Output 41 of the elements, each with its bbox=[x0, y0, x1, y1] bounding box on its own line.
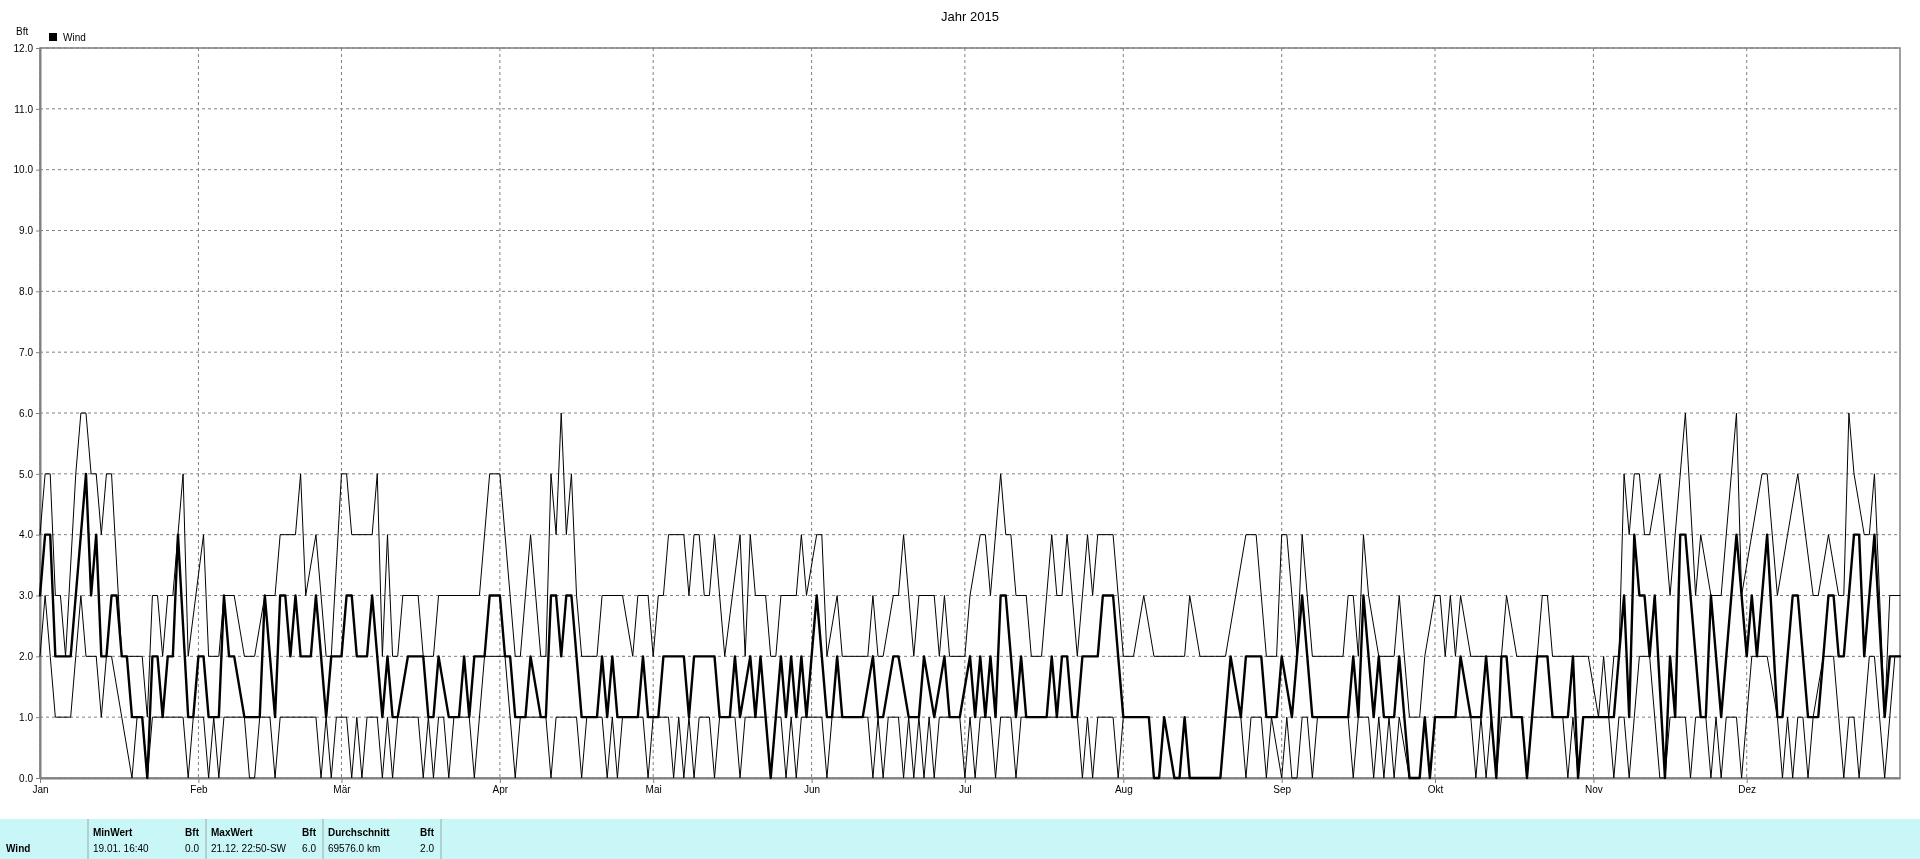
text: Bft bbox=[302, 827, 317, 838]
x-tick-label: Jun bbox=[804, 784, 821, 796]
y-tick-label: 3.0 bbox=[19, 590, 34, 602]
y-tick-label: 7.0 bbox=[19, 346, 34, 358]
x-tick-label: Feb bbox=[190, 784, 208, 796]
text: 0.0 bbox=[185, 843, 200, 854]
text: MinWert bbox=[93, 827, 133, 838]
y-tick-label: 1.0 bbox=[19, 711, 34, 723]
text: Durchschnitt bbox=[328, 827, 391, 838]
y-axis-title: Bft bbox=[16, 26, 29, 37]
x-tick-label: Nov bbox=[1585, 784, 1603, 796]
text: MaxWert bbox=[211, 827, 254, 838]
chart-title: Jahr 2015 bbox=[941, 9, 999, 24]
y-tick-label: 5.0 bbox=[19, 468, 34, 480]
x-tick-label: Okt bbox=[1427, 784, 1444, 796]
y-tick-label: 6.0 bbox=[19, 407, 34, 419]
y-tick-label: 12.0 bbox=[13, 42, 34, 54]
text: Bft bbox=[185, 827, 200, 838]
y-tick-label: 4.0 bbox=[19, 529, 34, 541]
x-tick-label: Jan bbox=[32, 784, 49, 796]
text: Bft bbox=[420, 827, 435, 838]
text: 21.12. 22:50-SW bbox=[211, 843, 287, 854]
y-tick-label: 11.0 bbox=[14, 103, 34, 115]
text: 19.01. 16:40 bbox=[93, 843, 150, 854]
x-tick-label: Sep bbox=[1273, 784, 1292, 796]
x-tick-label: Jul bbox=[958, 784, 972, 796]
y-tick-label: 8.0 bbox=[19, 286, 34, 298]
legend-label: Wind bbox=[63, 32, 86, 43]
x-tick-label: Mär bbox=[333, 784, 352, 796]
y-tick-label: 2.0 bbox=[19, 651, 34, 663]
x-tick-label: Aug bbox=[1114, 784, 1133, 796]
y-tick-label: 0.0 bbox=[19, 772, 34, 784]
x-tick-label: Dez bbox=[1738, 784, 1757, 796]
x-tick-label: Apr bbox=[492, 784, 509, 796]
text: 6.0 bbox=[302, 843, 317, 854]
y-tick-label: 10.0 bbox=[13, 164, 34, 176]
text: 69576.0 km bbox=[328, 843, 381, 854]
text: Wind bbox=[6, 843, 31, 854]
text: 2.0 bbox=[420, 843, 435, 854]
x-tick-label: Mai bbox=[645, 784, 662, 796]
y-tick-label: 9.0 bbox=[19, 225, 34, 237]
